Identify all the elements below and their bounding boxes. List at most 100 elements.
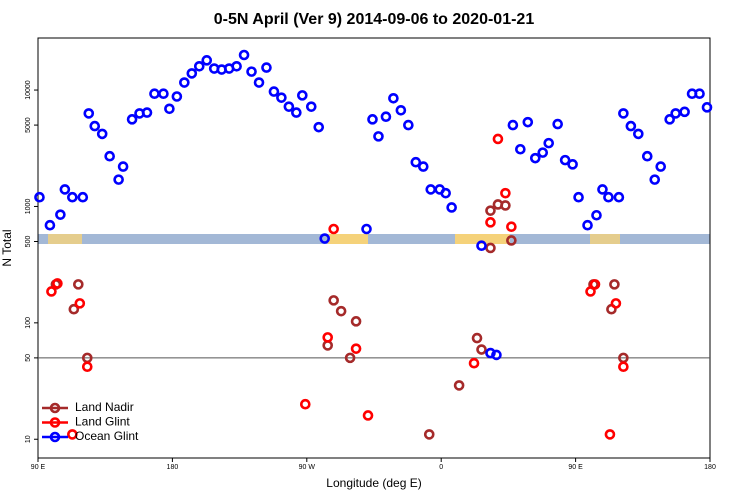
- point: [582, 219, 593, 231]
- point: [313, 121, 325, 133]
- point: [67, 191, 78, 203]
- point: [77, 191, 89, 203]
- point: [141, 107, 153, 118]
- point: [283, 101, 295, 112]
- point: [603, 191, 614, 203]
- point: [573, 191, 584, 203]
- y-tick-label: 100: [25, 317, 32, 329]
- point: [492, 133, 504, 145]
- point: [485, 205, 496, 216]
- point: [81, 361, 93, 372]
- point: [506, 221, 517, 232]
- point: [350, 316, 362, 327]
- point: [476, 240, 487, 252]
- point: [597, 184, 608, 195]
- point: [500, 187, 511, 199]
- point: [589, 279, 601, 290]
- point: [591, 209, 602, 221]
- point: [609, 279, 620, 290]
- point: [367, 114, 378, 125]
- y-tick-label: 1000: [25, 199, 32, 215]
- point: [201, 55, 213, 66]
- plot-frame: [37, 37, 711, 459]
- point: [585, 286, 596, 297]
- x-tick-label: 90 E: [31, 464, 46, 471]
- mask-land: [455, 234, 510, 244]
- point: [425, 184, 437, 195]
- point: [89, 120, 101, 132]
- legend-marker: [49, 431, 61, 443]
- point: [485, 242, 496, 254]
- point: [164, 103, 175, 115]
- point: [158, 88, 169, 100]
- point: [373, 131, 384, 142]
- point: [276, 92, 287, 103]
- point: [171, 91, 183, 102]
- point: [491, 349, 502, 361]
- point: [344, 352, 356, 364]
- point: [350, 343, 362, 354]
- point: [468, 357, 480, 369]
- y-tick-label: 500: [25, 236, 32, 248]
- point: [543, 137, 555, 149]
- x-tick-label: 180: [704, 464, 716, 471]
- legend-label: Land Glint: [75, 415, 130, 429]
- y-tick-label: 50: [25, 354, 32, 362]
- point: [380, 111, 392, 123]
- point: [633, 128, 644, 140]
- point: [537, 147, 549, 158]
- point: [552, 118, 563, 130]
- point: [655, 161, 667, 172]
- point: [253, 77, 265, 88]
- legend-label: Ocean Glint: [75, 429, 139, 443]
- point: [73, 279, 84, 290]
- point: [403, 119, 414, 131]
- point: [68, 303, 80, 315]
- point: [604, 429, 616, 440]
- point: [395, 104, 407, 116]
- point: [179, 77, 190, 88]
- point: [291, 107, 302, 118]
- legend-marker: [49, 417, 61, 428]
- point: [567, 159, 578, 170]
- point: [410, 156, 422, 168]
- point: [74, 298, 86, 309]
- mask-ocean: [38, 234, 710, 244]
- point: [388, 92, 399, 104]
- x-tick-label: 180: [167, 464, 179, 471]
- point: [186, 68, 198, 79]
- chart-title: 0-5N April (Ver 9) 2014-09-06 to 2020-01…: [214, 11, 535, 28]
- point: [52, 278, 63, 289]
- point: [59, 184, 71, 195]
- point: [319, 233, 331, 244]
- point: [328, 223, 339, 235]
- point: [328, 295, 339, 306]
- point: [335, 305, 347, 317]
- x-axis-label: Longitude (deg E): [326, 476, 421, 490]
- legend-marker: [49, 402, 61, 414]
- point: [559, 154, 571, 166]
- point: [679, 106, 690, 118]
- legend-label: Land Nadir: [75, 400, 134, 414]
- point: [322, 332, 334, 343]
- y-axis-label: N Total: [0, 229, 14, 266]
- point: [117, 161, 129, 172]
- x-tick-label: 90 W: [299, 464, 316, 471]
- point: [113, 174, 124, 185]
- point: [96, 128, 108, 140]
- point: [476, 344, 487, 355]
- surface-mask-band: [38, 234, 710, 244]
- point: [506, 235, 517, 246]
- point: [361, 223, 372, 235]
- point: [694, 88, 705, 100]
- point: [238, 49, 250, 61]
- point: [246, 66, 257, 77]
- point: [515, 143, 526, 155]
- point: [618, 108, 629, 119]
- point: [149, 88, 160, 100]
- point: [446, 202, 457, 213]
- y-tick-label: 5000: [25, 117, 32, 133]
- point: [453, 380, 465, 391]
- point: [618, 361, 629, 372]
